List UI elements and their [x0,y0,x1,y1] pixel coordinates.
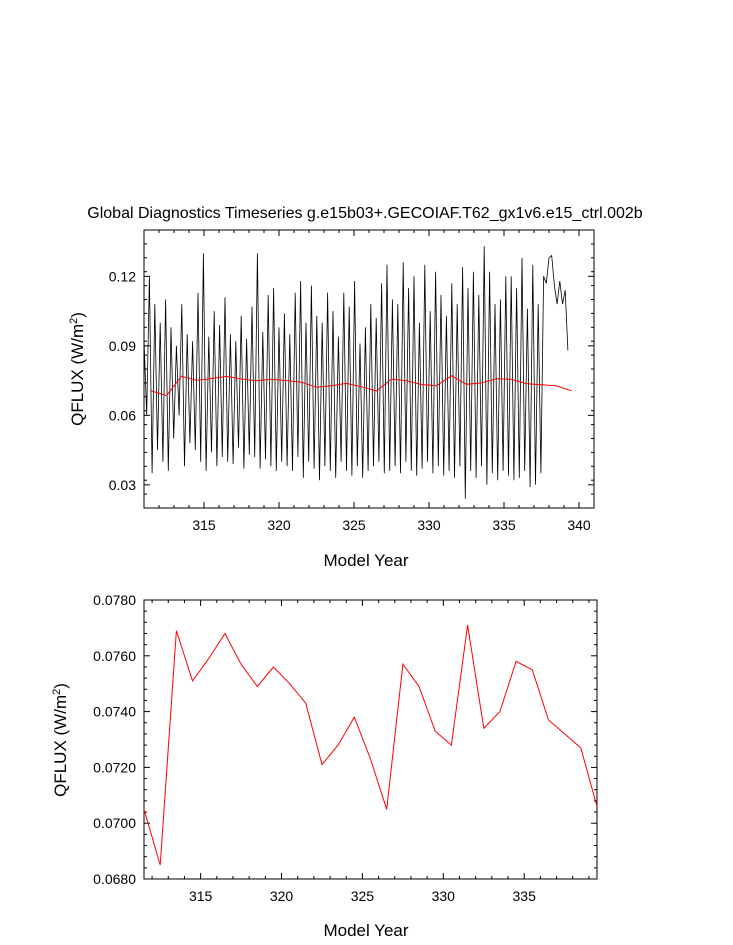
y-tick-label: 0.0680 [93,871,136,887]
x-tick-label: 320 [267,517,291,533]
top-y-ticks: 0.03 0.06 0.09 0.12 [109,268,594,493]
x-tick-label: 330 [417,517,441,533]
x-tick-label: 340 [567,517,591,533]
bottom-minor-ticks [144,600,597,879]
top-minor-ticks [143,229,595,509]
x-tick-label: 320 [270,888,294,904]
bottom-plot-frame [143,599,598,880]
y-tick-label: 0.06 [109,407,136,423]
bottom-x-ticks: 315 320 325 330 335 [189,600,536,904]
y-tick-label: 0.0780 [93,592,136,608]
chart-title: Global Diagnostics Timeseries g.e15b03+.… [87,205,643,222]
y-tick-label: 0.0700 [93,815,136,831]
y-tick-label: 0.03 [109,477,136,493]
y-tick-label: 0.0720 [93,759,136,775]
x-tick-label: 335 [513,888,537,904]
top-y-axis-label: QFLUX (W/m2) [68,312,87,426]
top-monthly-series-line [143,246,569,499]
x-tick-label: 325 [342,517,366,533]
y-tick-label: 0.09 [109,338,136,354]
bottom-y-ticks: 0.0680 0.0700 0.0720 0.0740 0.0760 0.0780 [93,592,597,887]
x-tick-label: 315 [192,517,216,533]
y-tick-label: 0.12 [109,268,136,284]
x-tick-label: 335 [492,517,516,533]
x-tick-label: 325 [351,888,375,904]
top-annual-mean-line [151,375,572,397]
y-tick-label: 0.0760 [93,648,136,664]
bottom-x-axis-label: Model Year [323,921,408,940]
bottom-y-axis-label: QFLUX (W/m2) [51,683,70,797]
x-tick-label: 315 [189,888,213,904]
x-tick-label: 330 [432,888,456,904]
top-x-axis-label: Model Year [323,551,408,570]
top-panel: 315 320 325 330 335 340 0.03 0.06 0.09 0.12 Mode… [68,229,595,570]
bottom-annual-mean-line [143,625,598,866]
top-x-ticks: 315 320 325 330 335 340 [192,230,591,533]
bottom-panel: 315 320 325 330 335 0.0680 0.0700 0.0720 0.0740… [51,592,598,940]
y-tick-label: 0.0740 [93,704,136,720]
